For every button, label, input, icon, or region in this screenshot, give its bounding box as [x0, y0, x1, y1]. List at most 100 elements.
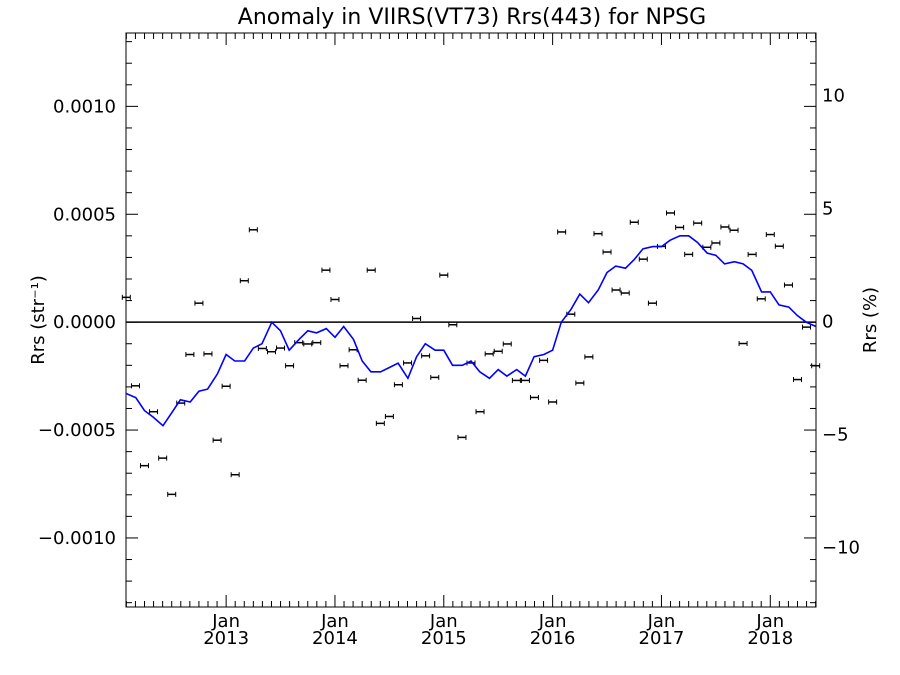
data-point: [239, 278, 249, 284]
data-point: [203, 351, 213, 357]
data-point: [384, 413, 394, 419]
data-point: [629, 219, 639, 225]
data-point: [403, 360, 413, 366]
data-point: [738, 341, 748, 347]
left-tick-label: 0.0000: [53, 312, 116, 333]
right-tick-label: −5: [822, 424, 849, 445]
data-point: [158, 455, 168, 461]
data-point: [357, 377, 367, 383]
x-tick-month-label: Jan: [211, 611, 240, 632]
x-tick-year-label: 2015: [421, 628, 467, 649]
data-point: [366, 267, 376, 273]
right-tick-label: 10: [822, 85, 845, 106]
data-point: [557, 229, 567, 235]
x-axis: Jan2013Jan2014Jan2015Jan2016Jan2017Jan20…: [125, 33, 817, 649]
x-tick-year-label: 2017: [639, 628, 685, 649]
data-point: [693, 220, 703, 226]
data-point: [321, 267, 331, 273]
data-point: [457, 434, 467, 440]
data-point: [802, 324, 812, 330]
data-point: [484, 351, 494, 357]
data-point: [439, 272, 449, 278]
data-point: [257, 345, 267, 351]
x-tick-year-label: 2018: [747, 628, 793, 649]
data-point: [375, 420, 385, 426]
right-axis: 10 5 0 −5 −10: [822, 85, 860, 558]
data-point: [811, 363, 821, 369]
data-point: [194, 300, 204, 306]
data-point: [548, 399, 558, 405]
data-point: [502, 341, 512, 347]
data-point: [647, 300, 657, 306]
data-point: [412, 315, 422, 321]
data-point: [267, 349, 277, 355]
data-point: [638, 256, 648, 262]
smoothed-anomaly-line: [125, 235, 817, 427]
data-point: [593, 231, 603, 237]
data-point: [729, 227, 739, 233]
x-tick-year-label: 2014: [312, 628, 358, 649]
y-axis-label-right: Rrs (%): [860, 287, 881, 353]
data-point: [584, 354, 594, 360]
data-point: [774, 243, 784, 249]
data-point: [421, 353, 431, 359]
data-point: [475, 409, 485, 415]
data-point: [448, 322, 458, 328]
data-point: [783, 282, 793, 288]
x-tick-year-label: 2016: [530, 628, 576, 649]
data-point: [720, 224, 730, 230]
chart-title: Anomaly in VIIRS(VT73) Rrs(443) for NPSG: [238, 5, 706, 30]
x-tick-year-label: 2013: [203, 628, 249, 649]
data-point: [493, 348, 503, 354]
data-point: [575, 380, 585, 386]
data-point: [221, 383, 231, 389]
right-tick-label: 0: [822, 311, 833, 332]
x-tick-month-label: Jan: [647, 611, 676, 632]
data-point: [140, 463, 150, 469]
data-point: [130, 383, 140, 389]
data-point: [393, 382, 403, 388]
data-point: [339, 363, 349, 369]
data-point: [285, 363, 295, 369]
anomaly-points: [121, 210, 821, 497]
right-tick-label: −10: [822, 537, 860, 558]
data-point: [684, 251, 694, 257]
data-point: [765, 232, 775, 238]
data-point: [611, 287, 621, 293]
data-point: [185, 352, 195, 358]
data-point: [312, 340, 322, 346]
data-point: [167, 491, 177, 497]
data-point: [747, 251, 757, 257]
data-point: [529, 394, 539, 400]
data-point: [149, 409, 159, 415]
data-point: [511, 377, 521, 383]
data-point: [602, 249, 612, 255]
right-tick-label: 5: [822, 198, 833, 219]
data-point: [348, 347, 358, 353]
data-point: [756, 296, 766, 302]
data-point: [665, 210, 675, 216]
data-point: [539, 357, 549, 363]
data-point: [620, 290, 630, 296]
left-tick-label: 0.0010: [53, 96, 116, 117]
data-point: [330, 297, 340, 302]
x-tick-month-label: Jan: [429, 611, 458, 632]
x-tick-month-label: Jan: [538, 611, 567, 632]
data-point: [792, 377, 802, 383]
data-point: [248, 227, 258, 233]
left-tick-label: −0.0005: [38, 420, 116, 441]
data-point: [230, 472, 240, 478]
left-axis: 0.0010 0.0005 0.0000 −0.0005 −0.0010: [38, 41, 816, 604]
data-point: [711, 240, 721, 246]
data-point: [276, 345, 286, 351]
data-point: [675, 224, 685, 230]
data-point: [212, 437, 222, 443]
x-tick-month-label: Jan: [755, 611, 784, 632]
plot-frame: [125, 32, 817, 608]
left-tick-label: 0.0005: [53, 204, 116, 225]
left-tick-label: −0.0010: [38, 528, 116, 549]
y-axis-label-left: Rrs (str⁻¹): [28, 275, 49, 365]
data-point: [520, 377, 530, 383]
x-tick-month-label: Jan: [320, 611, 349, 632]
